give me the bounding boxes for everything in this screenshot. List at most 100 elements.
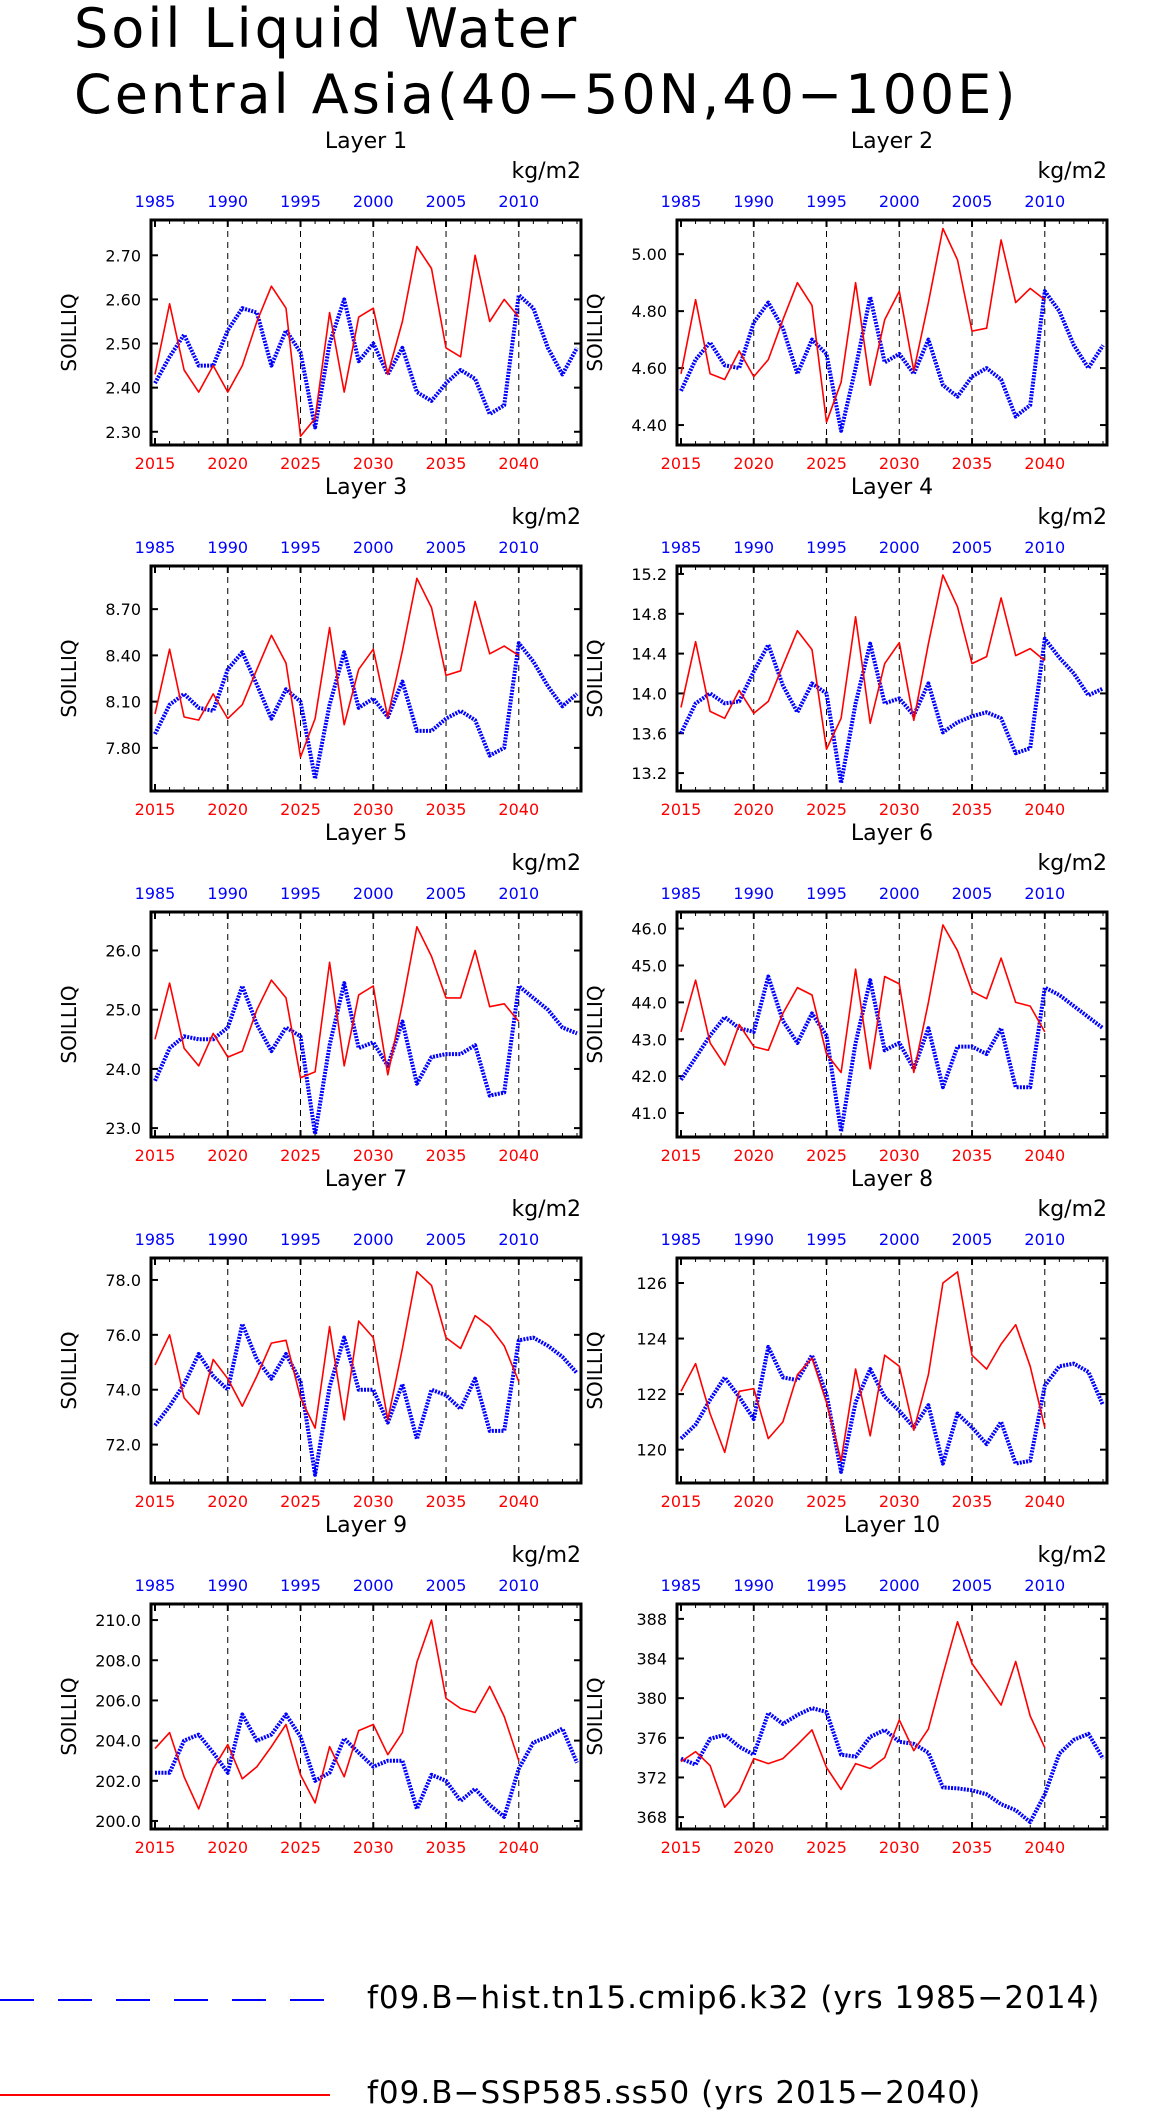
- chart-panel-layer-6: Layer 6 kg/m2 SOILLIQ 1985 1990 1995 2000 2005 2…: [583, 821, 1109, 1165]
- bottom-tick-label: 2015: [135, 800, 176, 819]
- y-tick-label: 26.0: [105, 941, 141, 960]
- top-tick-label: 2000: [879, 192, 920, 211]
- bottom-tick-label: 2020: [207, 800, 248, 819]
- y-tick-label: 2.40: [105, 379, 141, 398]
- y-tick-label: 384: [636, 1650, 667, 1669]
- series-line-hist: [679, 289, 1105, 433]
- y-axis-label: SOILLIQ: [583, 1677, 607, 1755]
- y-tick-label: 41.0: [631, 1104, 667, 1123]
- y-tick-label: 78.0: [105, 1271, 141, 1290]
- bottom-tick-label: 2015: [135, 1838, 176, 1857]
- y-tick-label: 15.2: [631, 565, 667, 584]
- series-line-hist: [679, 1344, 1105, 1474]
- y-axis-label: SOILLIQ: [583, 639, 607, 717]
- plot-frame: [149, 1602, 583, 1831]
- top-tick-label: 2005: [426, 538, 467, 557]
- y-tick-label: 25.0: [105, 1001, 141, 1020]
- chart-panel-layer-1: Layer 1 kg/m2 SOILLIQ 1985 1990 1995 2000 2005 2…: [57, 129, 583, 473]
- top-tick-label: 1990: [733, 538, 774, 557]
- chart-title-line-1: Soil Liquid Water: [74, 0, 580, 60]
- bottom-tick-label: 2020: [733, 1492, 774, 1511]
- chart-panel-grid: Layer 1 kg/m2 SOILLIQ 1985 1990 1995 2000 2005 2…: [57, 129, 1109, 1857]
- y-tick-label: 376: [636, 1729, 667, 1748]
- y-tick-label: 43.0: [631, 1030, 667, 1049]
- top-tick-label: 2010: [498, 1230, 539, 1249]
- legend-ssp-line: [0, 2094, 330, 2096]
- bottom-tick-label: 2020: [733, 1838, 774, 1857]
- bottom-tick-label: 2025: [280, 1492, 321, 1511]
- y-tick-label: 2.70: [105, 246, 141, 265]
- bottom-tick-label: 2035: [426, 1492, 467, 1511]
- y-tick-label: 4.60: [631, 359, 667, 378]
- chart-panel-layer-5: Layer 5 kg/m2 SOILLIQ 1985 1990 1995 2000 2005 2…: [57, 821, 583, 1165]
- y-tick-label: 8.70: [105, 600, 141, 619]
- top-tick-label: 1985: [135, 538, 176, 557]
- top-tick-label: 2010: [1024, 884, 1065, 903]
- bottom-tick-label: 2025: [806, 454, 847, 473]
- top-tick-label: 2000: [879, 1230, 920, 1249]
- top-tick-label: 2000: [353, 884, 394, 903]
- bottom-tick-label: 2030: [353, 454, 394, 473]
- y-axis-label: SOILLIQ: [583, 1331, 607, 1409]
- top-tick-label: 2005: [426, 1576, 467, 1595]
- y-tick-label: 42.0: [631, 1067, 667, 1086]
- y-tick-label: 4.80: [631, 302, 667, 321]
- units-label: kg/m2: [1037, 505, 1107, 530]
- top-tick-label: 2010: [498, 538, 539, 557]
- top-tick-label: 2010: [1024, 192, 1065, 211]
- series-line-hist: [680, 1706, 1105, 1825]
- y-axis-label: SOILLIQ: [57, 1331, 81, 1409]
- top-tick-label: 1985: [661, 1576, 702, 1595]
- bottom-tick-label: 2035: [426, 1146, 467, 1165]
- top-tick-label: 1985: [135, 192, 176, 211]
- series-line-ssp: [680, 1621, 1046, 1808]
- bottom-tick-label: 2020: [207, 1838, 248, 1857]
- units-label: kg/m2: [511, 159, 581, 184]
- y-tick-label: 202.0: [95, 1772, 141, 1791]
- y-tick-label: 208.0: [95, 1651, 141, 1670]
- bottom-tick-label: 2040: [498, 1838, 539, 1857]
- y-tick-label: 5.00: [631, 245, 667, 264]
- chart-panel-layer-4: Layer 4 kg/m2 SOILLIQ 1985 1990 1995 2000 2005 2…: [583, 475, 1109, 819]
- y-tick-label: 124: [636, 1330, 667, 1349]
- chart-panel-layer-3: Layer 3 kg/m2 SOILLIQ 1985 1990 1995 2000 2005 2…: [57, 475, 583, 819]
- bottom-tick-label: 2030: [353, 800, 394, 819]
- bottom-tick-label: 2015: [135, 1492, 176, 1511]
- bottom-tick-label: 2035: [952, 1146, 993, 1165]
- bottom-tick-label: 2030: [353, 1146, 394, 1165]
- top-tick-label: 1985: [661, 1230, 702, 1249]
- top-tick-label: 2000: [879, 1576, 920, 1595]
- bottom-tick-label: 2030: [353, 1838, 394, 1857]
- bottom-tick-label: 2020: [733, 1146, 774, 1165]
- y-tick-label: 13.6: [631, 724, 667, 743]
- panel-title: Layer 10: [844, 1513, 940, 1538]
- series-line-ssp: [680, 227, 1046, 424]
- bottom-tick-label: 2015: [135, 454, 176, 473]
- bottom-tick-label: 2030: [879, 1146, 920, 1165]
- panel-title: Layer 5: [325, 821, 407, 846]
- panel-title: Layer 7: [325, 1167, 407, 1192]
- top-tick-label: 1990: [207, 192, 248, 211]
- chart-panel-layer-8: Layer 8 kg/m2 SOILLIQ 1985 1990 1995 2000 2005 2…: [583, 1167, 1109, 1511]
- top-tick-label: 1985: [135, 1230, 176, 1249]
- top-tick-label: 1990: [733, 1230, 774, 1249]
- legend-hist-line: [0, 1999, 330, 2001]
- bottom-tick-label: 2035: [952, 454, 993, 473]
- top-tick-label: 1985: [135, 1576, 176, 1595]
- panel-title: Layer 6: [851, 821, 933, 846]
- plot-frame: [675, 1602, 1109, 1831]
- y-tick-label: 126: [636, 1274, 667, 1293]
- series-line-hist: [153, 1321, 579, 1477]
- y-tick-label: 76.0: [105, 1326, 141, 1345]
- y-tick-label: 200.0: [95, 1812, 141, 1831]
- top-tick-label: 2000: [353, 192, 394, 211]
- y-tick-label: 13.2: [631, 764, 667, 783]
- bottom-tick-label: 2040: [1024, 1146, 1065, 1165]
- y-tick-label: 46.0: [631, 920, 667, 939]
- bottom-tick-label: 2030: [879, 454, 920, 473]
- bottom-tick-label: 2025: [280, 454, 321, 473]
- top-tick-label: 1995: [806, 538, 847, 557]
- bottom-tick-label: 2040: [498, 1492, 539, 1511]
- series-line-ssp: [154, 1619, 520, 1810]
- bottom-tick-label: 2040: [498, 454, 539, 473]
